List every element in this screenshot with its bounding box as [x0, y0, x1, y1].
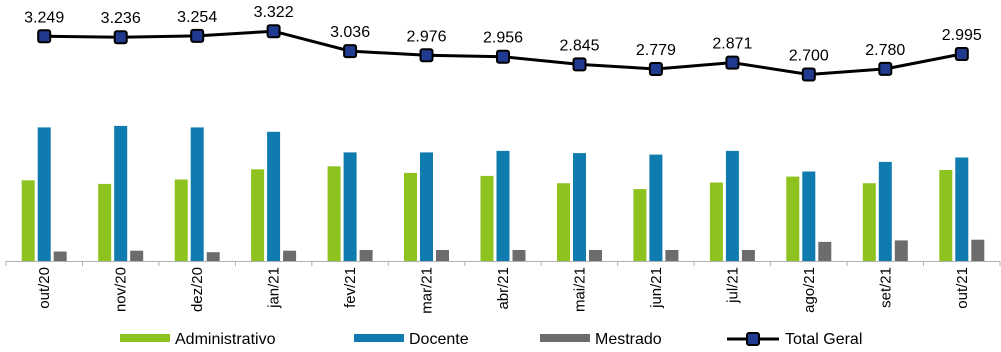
x-tick-label-10: ago/21 [801, 267, 818, 313]
x-tick-label-4: fev/21 [342, 267, 359, 308]
x-tick-label-11: set/21 [877, 267, 894, 308]
bar-mestrado-2 [206, 252, 220, 261]
bar-mestrado-10 [818, 241, 832, 261]
legend-marker-total-geral [746, 332, 760, 346]
bar-docente-1 [114, 125, 128, 262]
bar-administrativo-1 [98, 183, 112, 261]
bar-administrativo-7 [557, 183, 570, 261]
total-geral-marker-2 [190, 28, 205, 43]
total-geral-marker-8 [648, 62, 663, 76]
bar-mestrado-1 [130, 250, 144, 261]
legend-swatch-mestrado [540, 334, 590, 342]
legend-swatch-docente [354, 334, 404, 342]
total-geral-data-label-9: 2.871 [712, 36, 752, 53]
bar-administrativo-10 [786, 176, 800, 261]
bar-mestrado-7 [589, 250, 602, 261]
bar-docente-12 [955, 157, 969, 261]
bar-administrativo-9 [709, 182, 723, 261]
bar-docente-0 [37, 127, 51, 262]
bar-docente-5 [420, 152, 433, 261]
bar-administrativo-11 [862, 183, 876, 261]
total-geral-marker-0 [37, 29, 52, 44]
total-geral-marker-6 [496, 49, 510, 64]
total-geral-data-label-10: 2.700 [789, 48, 829, 65]
legend-label-docente: Docente [409, 331, 469, 347]
total-geral-marker-1 [113, 30, 128, 45]
bar-administrativo-6 [480, 175, 494, 261]
bar-docente-4 [343, 152, 357, 261]
total-geral-data-label-5: 2.976 [406, 28, 446, 45]
total-geral-data-label-8: 2.779 [636, 42, 676, 59]
total-geral-marker-10 [801, 67, 816, 82]
legend-label-administrativo: Administrativo [175, 331, 276, 347]
x-tick-label-5: mar/21 [419, 267, 436, 314]
legend-swatch-administrativo [120, 334, 170, 342]
bar-administrativo-8 [633, 189, 647, 261]
x-tick-label-3: jan/21 [266, 267, 283, 309]
bar-mestrado-5 [436, 250, 449, 261]
bar-mestrado-0 [53, 251, 67, 261]
x-tick-label-1: nov/20 [113, 267, 130, 312]
bar-mestrado-6 [512, 250, 526, 261]
x-tick-label-9: jul/21 [724, 267, 741, 304]
total-geral-data-label-1: 3.236 [101, 10, 141, 27]
bar-administrativo-2 [174, 179, 188, 261]
bar-mestrado-9 [741, 250, 755, 261]
bar-docente-2 [190, 127, 204, 262]
legend-label-total-geral: Total Geral [785, 331, 862, 347]
total-geral-marker-12 [954, 47, 969, 61]
bar-docente-7 [573, 153, 586, 261]
total-geral-data-label-11: 2.780 [865, 42, 905, 59]
x-tick-label-12: out/21 [954, 267, 971, 309]
bar-administrativo-0 [21, 180, 35, 261]
total-geral-marker-11 [878, 61, 893, 76]
total-geral-marker-7 [572, 57, 587, 72]
bar-mestrado-3 [283, 250, 297, 261]
bar-administrativo-5 [404, 172, 417, 261]
bar-mestrado-12 [971, 239, 985, 261]
total-geral-marker-5 [419, 48, 434, 63]
bar-administrativo-3 [251, 169, 265, 262]
total-geral-data-label-7: 2.845 [559, 37, 599, 54]
bar-docente-9 [725, 150, 739, 261]
bar-administrativo-12 [939, 170, 953, 261]
bar-administrativo-4 [327, 166, 341, 261]
total-geral-data-label-0: 3.249 [24, 9, 64, 26]
bar-docente-11 [878, 161, 892, 261]
total-geral-data-label-2: 3.254 [177, 9, 217, 26]
bar-mestrado-8 [665, 250, 679, 261]
x-tick-label-2: dez/20 [189, 267, 206, 312]
bar-mestrado-11 [894, 240, 908, 261]
total-geral-marker-9 [725, 55, 740, 70]
bar-docente-10 [802, 171, 816, 261]
total-geral-data-label-3: 3.322 [254, 4, 294, 21]
bar-docente-6 [496, 150, 510, 261]
bar-docente-8 [649, 154, 663, 261]
total-geral-data-label-4: 3.036 [330, 24, 370, 41]
x-tick-label-0: out/20 [36, 267, 53, 309]
bar-docente-3 [267, 131, 281, 261]
total-geral-data-label-6: 2.956 [483, 30, 523, 47]
total-geral-marker-4 [343, 44, 358, 59]
bar-mestrado-4 [359, 250, 373, 261]
legend-label-mestrado: Mestrado [595, 331, 662, 347]
x-tick-label-8: jun/21 [648, 267, 665, 309]
x-tick-label-6: abr/21 [495, 267, 512, 310]
total-geral-marker-3 [266, 24, 281, 39]
total-geral-data-label-12: 2.995 [942, 27, 982, 44]
x-tick-label-7: mai/21 [572, 267, 589, 312]
